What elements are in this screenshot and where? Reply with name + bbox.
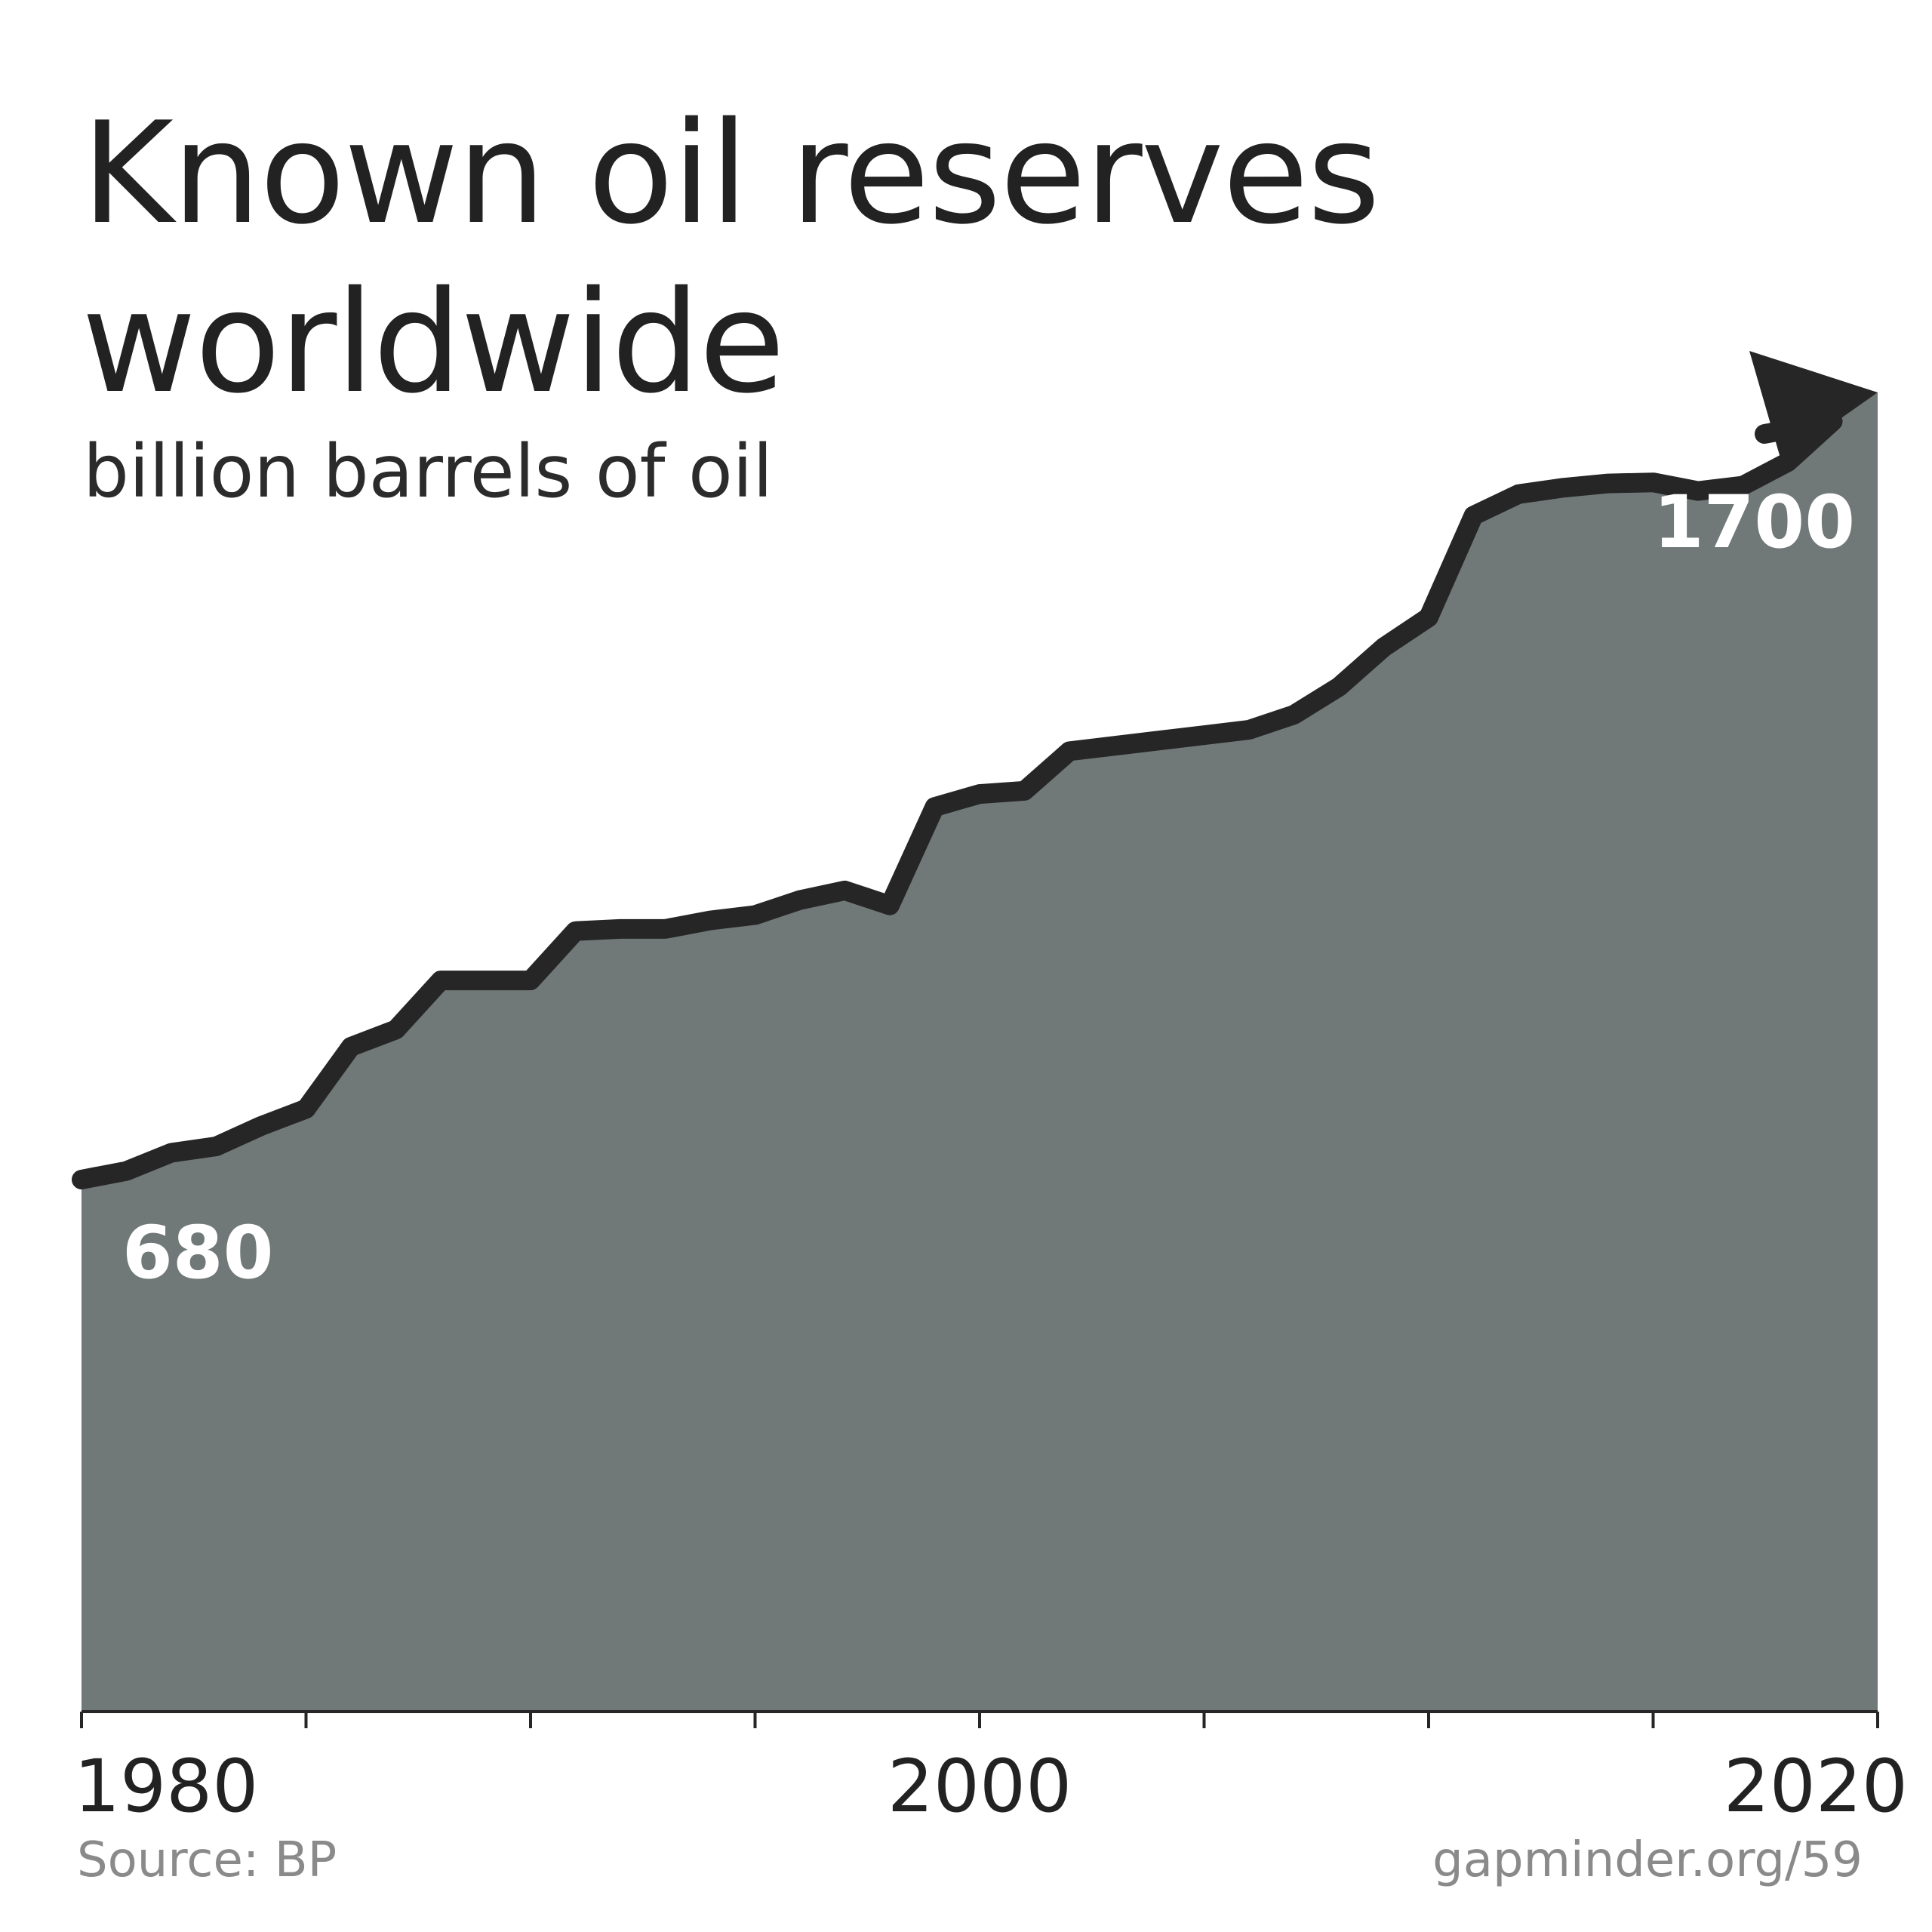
credit-link[interactable]: gapminder.org/59 (1432, 1832, 1863, 1888)
area-fill (82, 392, 1878, 1712)
x-tick-label: 2020 (1724, 1744, 1908, 1829)
chart-title: Known oil reserves worldwide (82, 91, 1380, 424)
source-label: Source: BP (77, 1832, 337, 1888)
series-line (72, 411, 1843, 1189)
chart-subtitle: billion barrels of oil (83, 429, 774, 514)
x-tick-label: 1980 (74, 1744, 258, 1829)
x-tick-label: 2000 (888, 1744, 1072, 1829)
start-value-label: 680 (122, 1211, 273, 1295)
end-arrow-icon (1749, 351, 1878, 460)
end-value-label: 1700 (1654, 480, 1855, 565)
